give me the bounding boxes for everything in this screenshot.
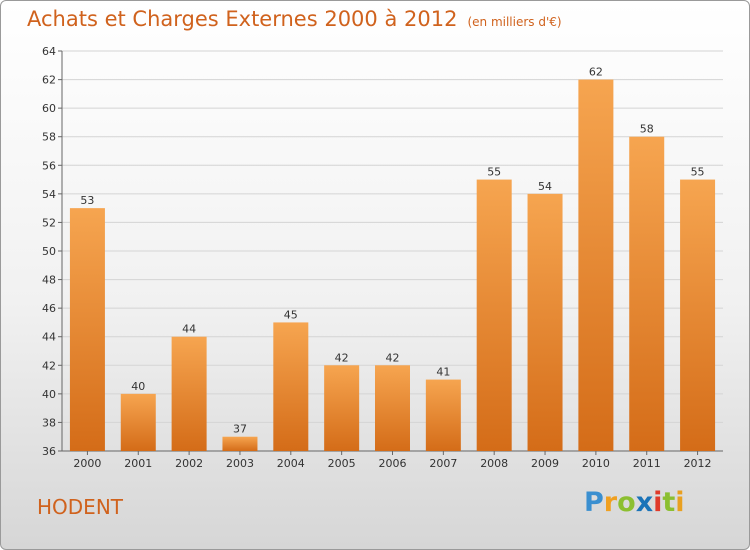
data-label-2012: 55 [691, 166, 705, 179]
x-tick-label-2000: 2000 [73, 457, 101, 470]
y-tick-label: 48 [42, 274, 56, 287]
chart-subtitle: (en milliers d'€) [467, 15, 562, 29]
y-tick-label: 60 [42, 102, 56, 115]
x-tick-label-2005: 2005 [328, 457, 356, 470]
bar-2010 [578, 79, 614, 452]
x-tick-label-2006: 2006 [379, 457, 407, 470]
bar-2011 [629, 136, 665, 451]
x-tick-label-2009: 2009 [531, 457, 559, 470]
bar-2012 [680, 179, 716, 452]
y-tick-label: 38 [42, 416, 56, 429]
y-tick-label: 44 [42, 331, 56, 344]
bar-2007 [425, 379, 461, 451]
data-label-2005: 42 [335, 351, 349, 364]
bars [69, 79, 716, 452]
y-tick-label: 40 [42, 388, 56, 401]
y-tick-label: 58 [42, 131, 56, 144]
bar-2009 [527, 193, 563, 451]
x-tick-label-2011: 2011 [633, 457, 661, 470]
logo-letter: o [617, 487, 636, 518]
data-label-2007: 41 [436, 366, 450, 379]
logo-letter: t [662, 487, 676, 518]
data-label-2002: 44 [182, 323, 196, 336]
logo-letter: i [653, 487, 663, 518]
x-tick-label-2007: 2007 [429, 457, 457, 470]
bar-2003 [222, 436, 258, 451]
logo-letter: x [635, 487, 654, 518]
data-label-2010: 62 [589, 66, 603, 79]
data-label-2001: 40 [131, 380, 145, 393]
y-tick-label: 54 [42, 188, 56, 201]
y-tick-label: 50 [42, 245, 56, 258]
data-label-2003: 37 [233, 423, 247, 436]
data-labels: 53 40 44 37 45 42 42 41 55 54 62 58 55 [80, 66, 704, 436]
logo-letter: P [584, 487, 604, 518]
logo-letter: i [675, 487, 685, 518]
x-tick-label-2012: 2012 [684, 457, 712, 470]
bar-2001 [120, 393, 156, 451]
bar-2006 [375, 365, 410, 451]
y-tick-label: 42 [42, 359, 56, 372]
data-label-2009: 54 [538, 180, 552, 193]
proxiti-logo[interactable]: Proxiti [584, 487, 685, 518]
chart-title: Achats et Charges Externes 2000 à 2012 (e… [27, 7, 562, 31]
x-tick-label-2004: 2004 [277, 457, 305, 470]
bar-2002 [171, 336, 207, 451]
logo-letter: r [603, 487, 618, 518]
y-tick-label: 46 [42, 302, 56, 315]
x-tick-label-2003: 2003 [226, 457, 254, 470]
y-tick-label: 64 [42, 45, 56, 58]
town-name: HODENT [37, 495, 123, 519]
data-label-2004: 45 [284, 308, 298, 321]
x-tick-label-2008: 2008 [480, 457, 508, 470]
data-label-2011: 58 [640, 123, 654, 136]
data-label-2006: 42 [386, 351, 400, 364]
data-label-2000: 53 [80, 194, 94, 207]
x-tick-label-2010: 2010 [582, 457, 610, 470]
x-tick-label-2001: 2001 [124, 457, 152, 470]
bar-2000 [69, 208, 105, 451]
bar-2008 [476, 179, 512, 452]
bar-2004 [273, 322, 309, 451]
y-tick-label: 62 [42, 74, 56, 87]
y-tick-label: 56 [42, 159, 56, 172]
chart-title-text: Achats et Charges Externes 2000 à 2012 [27, 7, 458, 31]
x-tick-label-2002: 2002 [175, 457, 203, 470]
y-tick-label: 52 [42, 216, 56, 229]
data-label-2008: 55 [487, 166, 501, 179]
y-tick-label: 36 [42, 445, 56, 458]
bar-2005 [324, 365, 360, 451]
